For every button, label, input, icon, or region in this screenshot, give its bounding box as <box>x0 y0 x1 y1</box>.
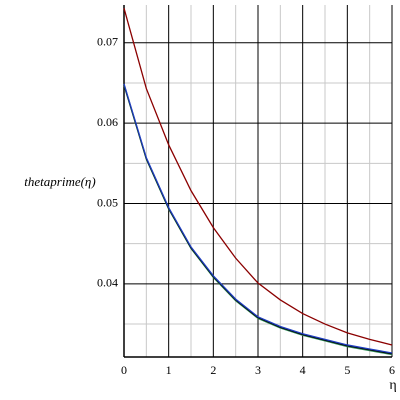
x-tick-label: 2 <box>210 363 216 377</box>
x-tick-label: 4 <box>300 363 306 377</box>
y-tick-label: 0.05 <box>97 195 118 209</box>
x-tick-label: 5 <box>344 363 350 377</box>
x-axis-label: η <box>389 378 396 393</box>
series-line <box>123 83 393 354</box>
y-tick-label: 0.06 <box>97 115 118 129</box>
y-axis-label: thetaprime(η) <box>24 174 95 189</box>
x-tick-label: 1 <box>166 363 172 377</box>
x-tick-label: 0 <box>121 363 127 377</box>
x-tick-label: 6 <box>389 363 395 377</box>
x-tick-label: 3 <box>255 363 261 377</box>
series-line <box>123 8 393 346</box>
y-tick-label: 0.07 <box>97 35 118 49</box>
y-tick-label: 0.04 <box>97 276 118 290</box>
